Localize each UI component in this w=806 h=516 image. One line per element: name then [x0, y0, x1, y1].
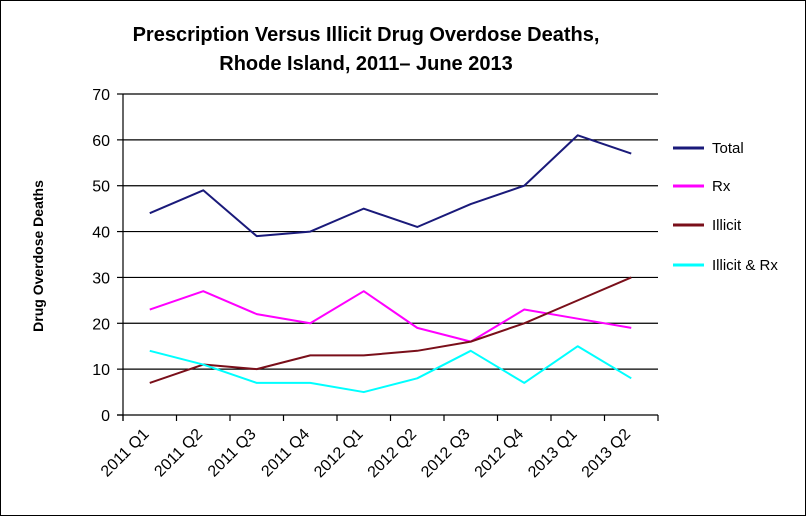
- series-line: [149, 134, 632, 238]
- x-tick-label: 2012 Q3: [418, 426, 473, 481]
- y-tick-label: 20: [92, 316, 110, 333]
- legend-label: Total: [712, 140, 744, 157]
- legend-label: Illicit: [712, 217, 742, 234]
- x-tick-label: 2012 Q4: [472, 426, 527, 481]
- y-axis-label: Drug Overdose Deaths: [30, 180, 46, 332]
- y-tick-label: 40: [92, 225, 110, 242]
- y-tick-labels: 0 10 20 30 40 50 60 70: [92, 87, 110, 425]
- y-tick-label: 30: [92, 270, 110, 287]
- chart-subtitle: Rhode Island, 2011– June 2013: [219, 53, 512, 75]
- axes: [117, 93, 659, 421]
- chart-title: Prescription Versus Illicit Drug Overdos…: [133, 24, 600, 46]
- y-tick-label: 60: [92, 133, 110, 150]
- y-tick-label: 50: [92, 179, 110, 196]
- series-line: [149, 290, 632, 343]
- gridlines: [123, 93, 658, 370]
- y-tick-label: 70: [92, 87, 110, 104]
- x-tick-label: 2012 Q2: [365, 426, 420, 481]
- x-tick-label: 2013 Q1: [525, 426, 580, 481]
- y-tick-label: 10: [92, 362, 110, 379]
- x-tick-label: 2011 Q3: [205, 426, 260, 481]
- x-tick-label: 2011 Q2: [151, 426, 206, 481]
- x-tick-label: 2012 Q1: [311, 426, 366, 481]
- x-tick-label: 2011 Q1: [98, 426, 153, 481]
- legend-label: Illicit & Rx: [712, 257, 778, 274]
- series-line: [149, 276, 632, 384]
- y-tick-label: 0: [101, 408, 110, 425]
- series-line: [149, 345, 632, 394]
- x-tick-label: 2011 Q4: [258, 426, 313, 481]
- legend: Total Rx Illicit Illicit & Rx: [673, 140, 778, 274]
- x-tick-label: 2013 Q2: [579, 426, 634, 481]
- legend-label: Rx: [712, 178, 731, 195]
- series-lines: [149, 134, 632, 394]
